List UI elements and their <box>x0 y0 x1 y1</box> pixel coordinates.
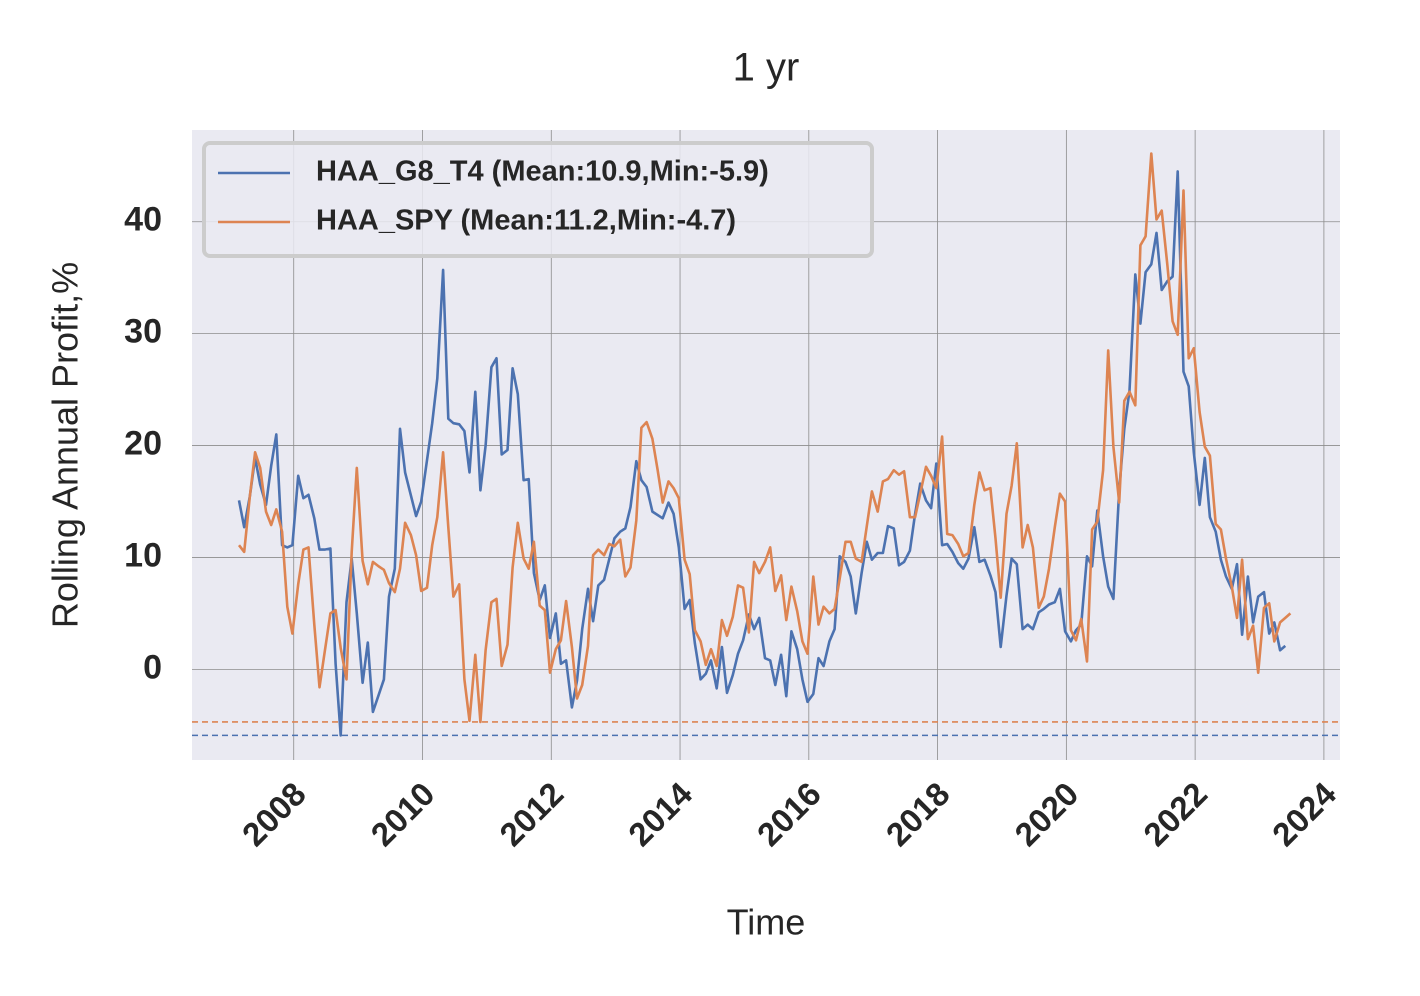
y-tick-label: 10 <box>124 536 162 574</box>
x-tick-label: 2010 <box>364 775 442 853</box>
series-line <box>237 170 1287 737</box>
y-tick-label: 30 <box>124 313 162 351</box>
y-tick-label: 20 <box>124 425 162 463</box>
x-tick-label: 2016 <box>750 775 828 853</box>
x-tick-label: 2018 <box>879 775 957 853</box>
x-tick-label: 2008 <box>235 775 313 853</box>
x-tick-label: 2014 <box>621 775 700 854</box>
y-tick-label: 0 <box>143 648 162 686</box>
x-axis-label: Time <box>727 902 806 943</box>
x-tick-label: 2012 <box>492 775 570 853</box>
y-axis-label: Rolling Annual Profit,% <box>45 262 86 628</box>
x-tick-label: 2024 <box>1265 775 1344 854</box>
x-tick-label: 2020 <box>1007 775 1085 853</box>
series-line <box>237 152 1292 724</box>
legend-label: HAA_SPY (Mean:11.2,Min:-4.7) <box>316 205 736 237</box>
chart-title: 1 yr <box>733 46 800 90</box>
x-tick-label: 2022 <box>1136 775 1214 853</box>
legend-box <box>202 141 874 258</box>
legend-label: HAA_G8_T4 (Mean:10.9,Min:-5.9) <box>316 156 769 188</box>
y-tick-label: 40 <box>124 201 162 239</box>
